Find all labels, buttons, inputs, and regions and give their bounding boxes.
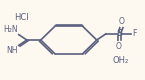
- Text: H₂N: H₂N: [3, 25, 18, 34]
- Text: O: O: [116, 42, 122, 51]
- Text: F: F: [132, 29, 137, 38]
- Text: S: S: [117, 29, 123, 38]
- Text: OH₂: OH₂: [112, 56, 129, 65]
- Text: NH: NH: [7, 46, 18, 55]
- Text: O: O: [119, 17, 125, 26]
- Text: HCl: HCl: [14, 14, 29, 22]
